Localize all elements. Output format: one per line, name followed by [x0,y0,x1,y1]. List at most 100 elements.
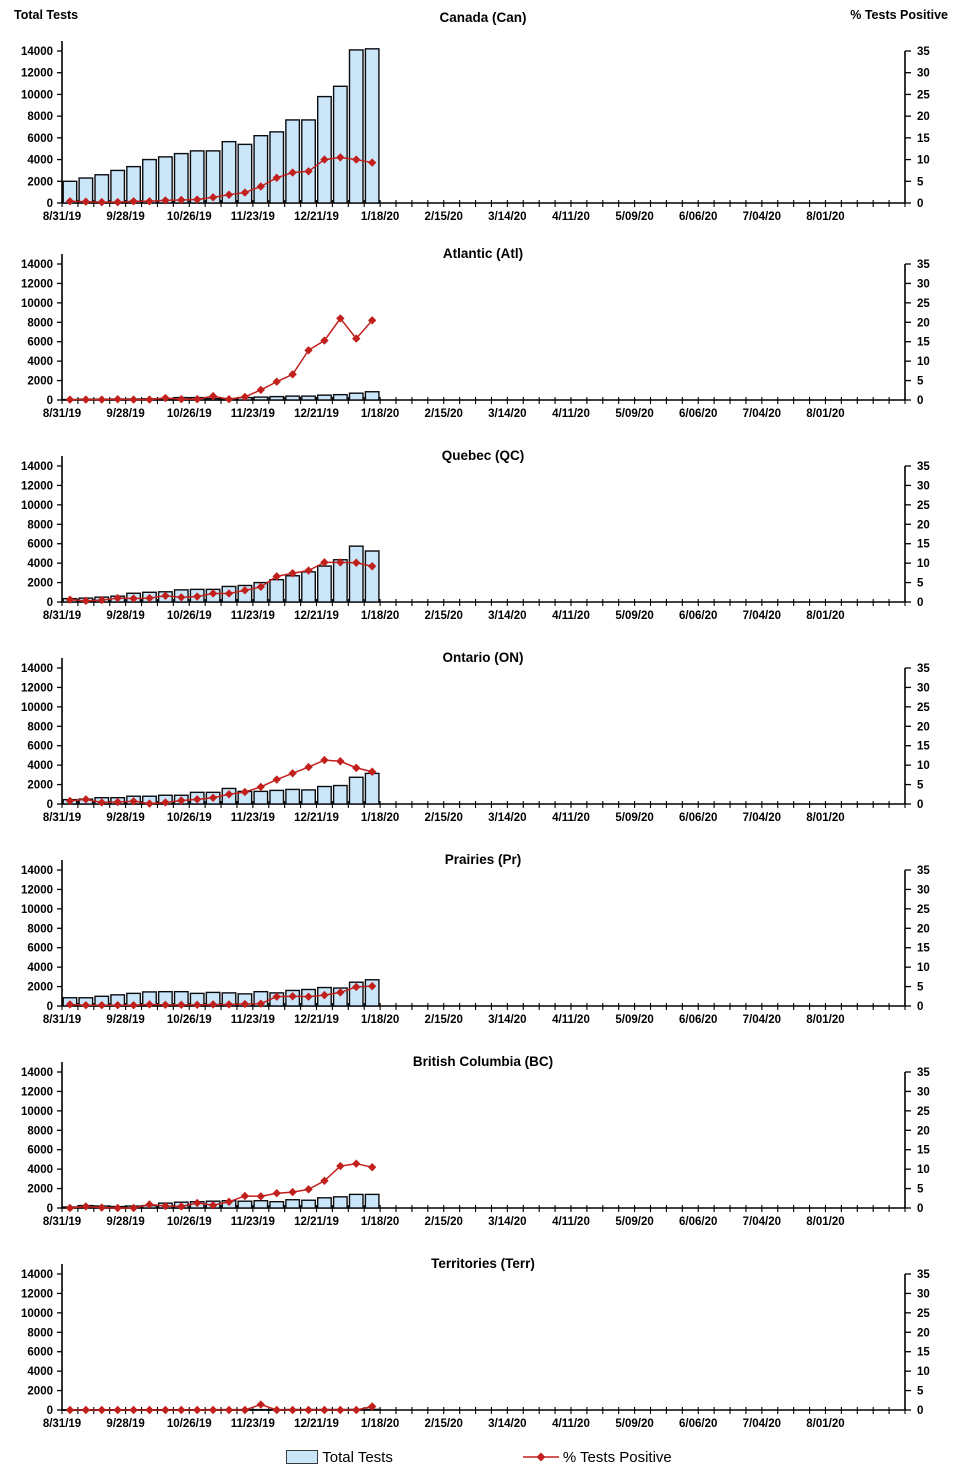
diamond-marker-icon [129,197,138,206]
left-axis-tick-label: 10000 [21,904,53,916]
bar [269,131,285,204]
right-axis-tick-label: 20 [917,923,930,935]
x-axis-tick-label: 1/18/20 [361,1216,399,1228]
diamond-marker-icon [129,1203,138,1213]
bar [285,119,301,204]
left-axis-tick-label: 12000 [21,278,53,290]
chart-panels: Canada (Can) 0 2000 4000 6000 8000 10000 12000 1… [21,10,930,1430]
left-axis-tick-label: 2000 [27,982,53,994]
bar [253,1408,269,1411]
diamond-marker-icon [320,1405,329,1415]
right-axis-tick-label: 0 [917,395,923,407]
left-axis-tick-label: 0 [47,1203,53,1215]
total-tests-bar-swatch-icon [286,1450,319,1464]
left-axis-tick-label: 2000 [27,1386,53,1398]
bar [301,1199,316,1209]
x-axis-tick-label: 2/15/20 [425,812,463,824]
right-axis-tick-label: 0 [917,597,923,609]
right-axis-tick-label: 15 [917,741,930,753]
x-axis-tick-label: 2/15/20 [425,1418,463,1430]
diamond-marker-icon [192,195,202,204]
left-axis-tick-label: 6000 [27,943,53,955]
right-axis-tick-label: 10 [917,558,930,570]
diamond-marker-icon [224,1405,234,1415]
diamond-marker-icon [256,1400,266,1409]
left-axis-tick-label: 4000 [27,1164,53,1176]
left-axis-tick-label: 2000 [27,780,53,792]
diamond-marker-icon [240,1405,250,1415]
right-axis-tick-label: 35 [917,1067,930,1079]
diamond-marker-icon [97,1203,106,1212]
left-axis-tick-label: 4000 [27,155,53,167]
left-axis-tick-label: 8000 [27,923,53,935]
pct-positive-markers [65,314,377,404]
left-axis-tick-label: 2000 [27,578,53,590]
left-axis-tick-label: 6000 [27,1347,53,1359]
bar [221,140,237,204]
x-axis-tick-label: 9/28/19 [106,812,144,824]
diamond-marker-icon [336,1405,345,1415]
right-axis-tick-label: 15 [917,337,930,349]
bar [285,395,301,401]
x-axis-tick-label: 4/11/20 [552,1418,590,1430]
right-axis-title: % Tests Positive [850,8,948,22]
diamond-marker-icon [256,782,266,792]
panel-canada-can-: Canada (Can) 0 2000 4000 6000 8000 10000 12000 1… [21,10,930,223]
diamond-marker-icon [65,1405,75,1415]
x-axis-tick-label: 8/01/20 [806,211,844,223]
diamond-marker-icon [145,395,154,404]
right-axis-tick-label: 35 [917,461,930,473]
bar [142,158,157,204]
diamond-marker-icon [320,336,329,345]
x-axis-tick-label: 5/09/20 [615,1216,653,1228]
panel-territories-terr-: Territories (Terr) 0 2000 4000 6000 8000 10000… [21,1256,930,1430]
diamond-marker-icon [113,1405,122,1415]
bar [269,578,285,603]
x-axis-tick-label: 5/09/20 [615,812,653,824]
diamond-marker-icon [352,1159,361,1168]
right-axis-tick-label: 0 [917,198,923,210]
left-axis-tick-label: 14000 [21,46,53,58]
right-axis-tick-label: 30 [917,884,930,896]
right-axis-tick-label: 25 [917,1308,930,1320]
bar [301,571,316,603]
diamond-marker-icon [208,193,218,202]
diamond-marker-icon [113,197,122,207]
right-axis-tick-label: 10 [917,760,930,772]
x-axis-tick-label: 5/09/20 [615,610,653,622]
bar [253,396,269,401]
left-axis-tick-label: 10000 [21,702,53,714]
bar [348,392,364,401]
x-axis-tick-label: 8/31/19 [43,1216,81,1228]
x-axis-tick-label: 9/28/19 [106,1418,144,1430]
diamond-marker-icon [161,1201,170,1211]
x-axis-tick-label: 4/11/20 [552,211,590,223]
x-axis-tick-label: 11/23/19 [231,1418,275,1430]
x-axis-tick-label: 1/18/20 [361,211,399,223]
diamond-marker-icon [288,370,297,379]
left-axis-tick-label: 6000 [27,337,53,349]
diamond-marker-icon [113,395,122,404]
diamond-marker-icon [192,395,202,404]
diamond-marker-icon [161,798,170,807]
right-axis-tick-label: 15 [917,943,930,955]
right-axis-tick-label: 10 [917,155,930,167]
x-axis-tick-label: 8/01/20 [806,610,844,622]
diamond-marker-icon [352,1405,361,1415]
x-axis-tick-label: 8/01/20 [806,1418,844,1430]
diamond-marker-icon [352,763,361,773]
diamond-marker-icon [320,558,329,567]
x-axis-tick-label: 12/21/19 [294,1216,339,1228]
diamond-marker-icon [288,1405,297,1415]
bar [364,1193,380,1209]
right-axis-tick-label: 20 [917,1327,930,1339]
diamond-marker-icon [177,195,186,205]
right-axis-tick-label: 30 [917,68,930,80]
bar [173,152,189,204]
diamond-marker-icon [97,197,106,207]
left-axis-tick-label: 0 [47,1001,53,1013]
diamond-marker-icon [288,168,297,177]
diamond-marker-icon [336,1161,345,1171]
right-axis-tick-label: 5 [917,1386,924,1398]
right-axis-tick-label: 35 [917,865,930,877]
